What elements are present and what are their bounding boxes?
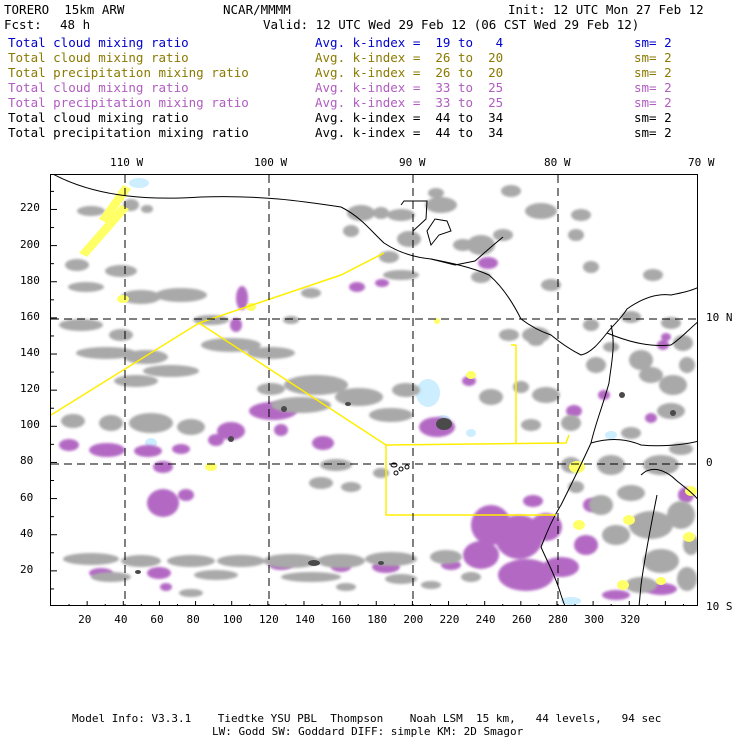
legend-field: Total cloud mixing ratio [8,110,189,125]
legend-field: Total precipitation mixing ratio [8,125,249,140]
bottom-tick-label: 80 [186,613,200,626]
axis-tick-marks [51,190,684,605]
dark-core-layer [135,392,676,574]
bottom-tick-label: 300 [584,613,604,626]
legend-k-index: Avg. k-index = 44 to 34 [315,125,504,140]
bottom-tick-label: 120 [258,613,279,626]
bottom-tick-label: 200 [403,613,424,626]
bottom-tick-label: 20 [78,613,92,626]
coastlines [53,175,697,605]
legend-smoothing: sm= 2 [634,35,672,50]
legend-k-index: Avg. k-index = 44 to 34 [315,110,504,125]
left-tick-label: 40 [20,526,34,540]
model-info-line: Model Info: V3.3.1 Tiedtke YSU PBL Thomp… [72,712,662,725]
left-tick-label: 220 [20,201,40,215]
legend-smoothing: sm= 2 [634,50,672,65]
valid-time: Valid: 12 UTC Wed 29 Feb 12 (06 CST Wed … [263,17,640,32]
legend-k-index: Avg. k-index = 33 to 25 [315,80,504,95]
fcst-label: Fcst: [4,17,42,32]
legend-smoothing: sm= 2 [634,125,672,140]
bottom-tick-label: 40 [114,613,128,626]
boundary-polygons [51,252,570,516]
bottom-tick-label: 320 [620,613,641,626]
left-tick-label: 100 [20,418,40,432]
lat-lon-grid [51,175,697,605]
legend-smoothing: sm= 2 [634,110,672,125]
lon-label-90w: 90 W [399,156,426,169]
bottom-tick-label: 160 [331,613,351,626]
bottom-tick-label: 60 [150,613,164,626]
left-tick-label: 200 [20,237,40,251]
legend-smoothing: sm= 2 [634,80,672,95]
legend-k-index: Avg. k-index = 33 to 25 [315,95,504,110]
legend-k-index: Avg. k-index = 19 to 4 [315,35,504,50]
forecast-map [51,175,697,605]
physics-info-line: LW: Godd SW: Goddard DIFF: simple KM: 2D… [212,725,524,738]
center-label: NCAR/MMMM [223,2,291,17]
legend-field: Total cloud mixing ratio [8,80,189,95]
lat-label-10s: 10 S [706,600,733,613]
bottom-tick-label: 100 [222,613,243,626]
bottom-tick-label: 180 [367,613,388,626]
legend-field: Total cloud mixing ratio [8,35,189,50]
legend-smoothing: sm= 2 [634,65,672,80]
legend-field: Total precipitation mixing ratio [8,95,249,110]
init-time: Init: 12 UTC Mon 27 Feb 12 [508,2,704,17]
model-title: TORERO 15km ARW [4,2,125,17]
lon-label-80w: 80 W [544,156,571,169]
left-tick-label: 180 [20,273,40,287]
bottom-tick-label: 280 [547,613,568,626]
left-tick-label: 80 [20,454,34,468]
bottom-tick-label: 220 [439,613,460,626]
legend-k-index: Avg. k-index = 26 to 20 [315,65,504,80]
gray-cloud-layer [59,185,697,597]
legend-smoothing: sm= 2 [634,95,672,110]
bottom-tick-label: 240 [475,613,496,626]
left-tick-label: 20 [20,562,34,576]
legend-field: Total cloud mixing ratio [8,50,189,65]
left-tick-label: 60 [20,490,34,504]
purple-mixing-ratio-layer [59,257,694,600]
legend-field: Total precipitation mixing ratio [8,65,249,80]
left-tick-label: 120 [20,382,40,396]
yellow-cloud-layer [79,185,697,590]
light-blue-cloud-layer [129,178,617,605]
fcst-value: 48 h [60,17,91,32]
lon-label-110w: 110 W [110,156,144,169]
lon-label-70w: 70 W [688,156,715,169]
left-tick-label: 160 [20,309,40,323]
map-panel [50,174,698,606]
bottom-tick-label: 140 [294,613,315,626]
lat-label-0: 0 [706,456,713,469]
bottom-tick-label: 260 [511,613,532,626]
lat-label-10n: 10 N [706,311,733,324]
left-tick-label: 140 [20,346,40,360]
lon-label-100w: 100 W [254,156,288,169]
galapagos-islands [390,462,410,476]
legend-k-index: Avg. k-index = 26 to 20 [315,50,504,65]
